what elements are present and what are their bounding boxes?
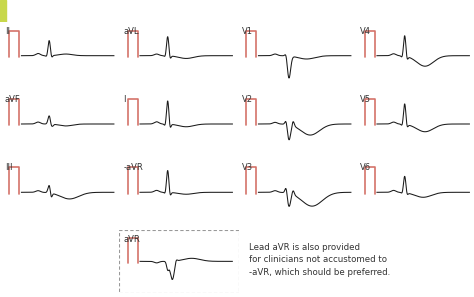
Text: V4: V4 [360,27,371,36]
Text: V3: V3 [242,163,253,172]
Text: -aVR: -aVR [123,163,143,172]
Text: V6: V6 [360,163,371,172]
Text: Lead aVR is also provided
for clinicians not accustomed to
-aVR, which should be: Lead aVR is also provided for clinicians… [249,243,390,277]
Text: aVL: aVL [123,27,139,36]
Text: V5: V5 [360,95,371,104]
Text: II: II [5,27,10,36]
Text: V2: V2 [242,95,253,104]
Text: aVR: aVR [123,235,140,244]
Text: III: III [5,163,12,172]
Text: I: I [123,95,126,104]
Bar [0,0,6,22]
Text: V1: V1 [242,27,253,36]
Text: aVF: aVF [5,95,20,104]
Text: Wellen’s syndrome: Wellen’s syndrome [9,7,102,17]
